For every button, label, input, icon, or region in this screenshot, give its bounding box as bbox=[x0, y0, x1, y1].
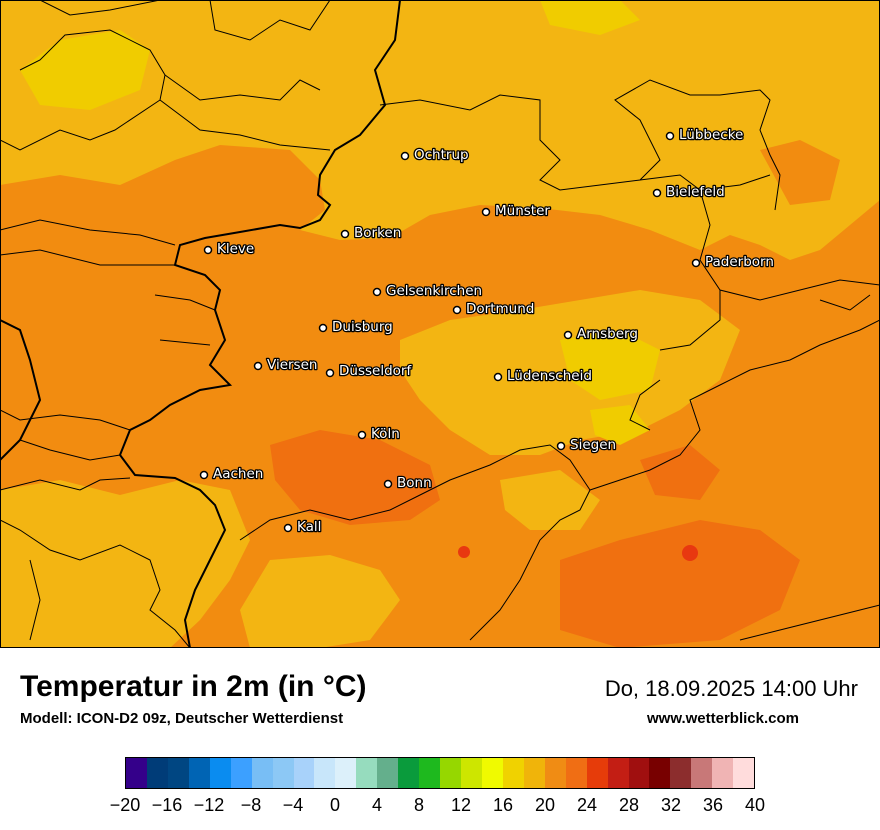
city-arnsberg: Arnsberg bbox=[563, 325, 639, 343]
hot-spots bbox=[458, 545, 698, 561]
city-label: Bonn bbox=[397, 475, 432, 491]
map-title: Temperatur in 2m (in °C) bbox=[20, 670, 367, 703]
legend-swatch bbox=[230, 758, 252, 788]
city-dortmund: Dortmund bbox=[452, 300, 536, 318]
city-borken: Borken bbox=[340, 224, 403, 242]
legend-swatch bbox=[461, 758, 482, 788]
valid-time: Do, 18.09.2025 14:00 Uhr bbox=[604, 676, 858, 701]
legend-tick-label: 24 bbox=[576, 795, 598, 815]
city-label: Kleve bbox=[217, 241, 254, 257]
city-label: Münster bbox=[495, 203, 550, 219]
city-label: Viersen bbox=[267, 357, 317, 373]
color-legend bbox=[125, 757, 755, 789]
legend-tick-label: 32 bbox=[660, 795, 682, 815]
legend-tick-label: 36 bbox=[702, 795, 724, 815]
legend-swatch bbox=[691, 758, 713, 788]
legend-swatch bbox=[167, 758, 189, 788]
legend-tick-label: 20 bbox=[534, 795, 556, 815]
legend-swatch bbox=[335, 758, 357, 788]
city-duisburg: Duisburg bbox=[318, 318, 394, 336]
legend-swatch bbox=[565, 758, 587, 788]
city-luebbecke: Lübbecke bbox=[665, 126, 745, 144]
legend-tick-label: −8 bbox=[240, 795, 262, 815]
city-viersen: Viersen bbox=[253, 356, 319, 374]
city-bielefeld: Bielefeld bbox=[652, 183, 726, 201]
legend-tick-label: −12 bbox=[193, 795, 225, 815]
city-paderborn: Paderborn bbox=[691, 253, 775, 271]
cities: Lübbecke Ochtrup Bielefeld Münster Borke… bbox=[199, 126, 775, 536]
city-bonn: Bonn bbox=[383, 474, 433, 492]
city-label: Duisburg bbox=[332, 319, 393, 335]
legend-swatch bbox=[649, 758, 671, 788]
legend-swatch bbox=[126, 758, 147, 788]
city-siegen: Siegen bbox=[556, 436, 617, 454]
legend-swatch bbox=[670, 758, 692, 788]
city-aachen: Aachen bbox=[199, 465, 265, 483]
legend-tick-label: −16 bbox=[151, 795, 183, 815]
legend-swatch bbox=[293, 758, 315, 788]
city-koeln: Köln bbox=[357, 425, 401, 443]
legend-tick-label: 4 bbox=[371, 795, 383, 815]
legend-tick-label: −20 bbox=[109, 795, 141, 815]
city-label: Ochtrup bbox=[414, 147, 469, 163]
city-label: Düsseldorf bbox=[339, 363, 412, 379]
city-label: Lübbecke bbox=[679, 127, 743, 143]
city-label: Kall bbox=[297, 519, 321, 535]
legend-swatch bbox=[523, 758, 545, 788]
city-label: Gelsenkirchen bbox=[386, 283, 482, 299]
city-label: Aachen bbox=[213, 466, 263, 482]
legend-tick-label: 8 bbox=[413, 795, 425, 815]
legend-swatch bbox=[628, 758, 650, 788]
legend-tick-label: 12 bbox=[450, 795, 472, 815]
legend-swatch bbox=[314, 758, 336, 788]
legend-swatch bbox=[733, 758, 755, 788]
legend-swatch bbox=[607, 758, 629, 788]
legend-tick-label: 16 bbox=[492, 795, 514, 815]
legend-swatch bbox=[209, 758, 231, 788]
district-borders bbox=[0, 0, 880, 648]
legend-tick-label: 40 bbox=[744, 795, 766, 815]
city-label: Borken bbox=[354, 225, 401, 241]
model-info: Modell: ICON-D2 09z, Deutscher Wetterdie… bbox=[20, 710, 344, 727]
legend-tick-label: 28 bbox=[618, 795, 640, 815]
city-duesseldorf: Düsseldorf bbox=[325, 362, 414, 380]
legend-swatch bbox=[188, 758, 210, 788]
legend-swatch bbox=[419, 758, 441, 788]
legend-swatch bbox=[481, 758, 503, 788]
city-label: Paderborn bbox=[705, 254, 774, 270]
city-label: Dortmund bbox=[466, 301, 534, 317]
legend-swatch bbox=[544, 758, 566, 788]
city-label: Köln bbox=[371, 426, 400, 442]
city-muenster: Münster bbox=[481, 202, 552, 220]
legend-swatch bbox=[712, 758, 734, 788]
city-kleve: Kleve bbox=[203, 240, 256, 258]
city-label: Arnsberg bbox=[577, 326, 638, 342]
legend-swatch bbox=[502, 758, 524, 788]
legend-swatch bbox=[377, 758, 399, 788]
dark-orange-zones bbox=[270, 430, 800, 648]
legend-swatch bbox=[272, 758, 294, 788]
legend-swatch bbox=[586, 758, 608, 788]
legend-swatch bbox=[398, 758, 420, 788]
yellow-interior bbox=[560, 330, 660, 445]
city-label: Lüdenscheid bbox=[507, 368, 592, 384]
temperature-map: Lübbecke Ochtrup Bielefeld Münster Borke… bbox=[0, 0, 880, 648]
city-luedenscheid: Lüdenscheid bbox=[493, 367, 593, 385]
legend-swatch bbox=[356, 758, 378, 788]
legend-tick-label: −4 bbox=[282, 795, 304, 815]
legend-swatch bbox=[251, 758, 273, 788]
legend-swatch bbox=[146, 758, 168, 788]
city-ochtrup: Ochtrup bbox=[400, 146, 470, 164]
city-label: Siegen bbox=[570, 437, 616, 453]
city-gelsenkirchen: Gelsenkirchen bbox=[372, 282, 483, 300]
legend-tick-label: 0 bbox=[329, 795, 341, 815]
website-link[interactable]: www.wetterblick.com bbox=[647, 710, 799, 727]
city-kall: Kall bbox=[283, 518, 323, 536]
country-borders bbox=[0, 0, 401, 648]
legend-swatch bbox=[440, 758, 461, 788]
city-label: Bielefeld bbox=[666, 184, 725, 200]
